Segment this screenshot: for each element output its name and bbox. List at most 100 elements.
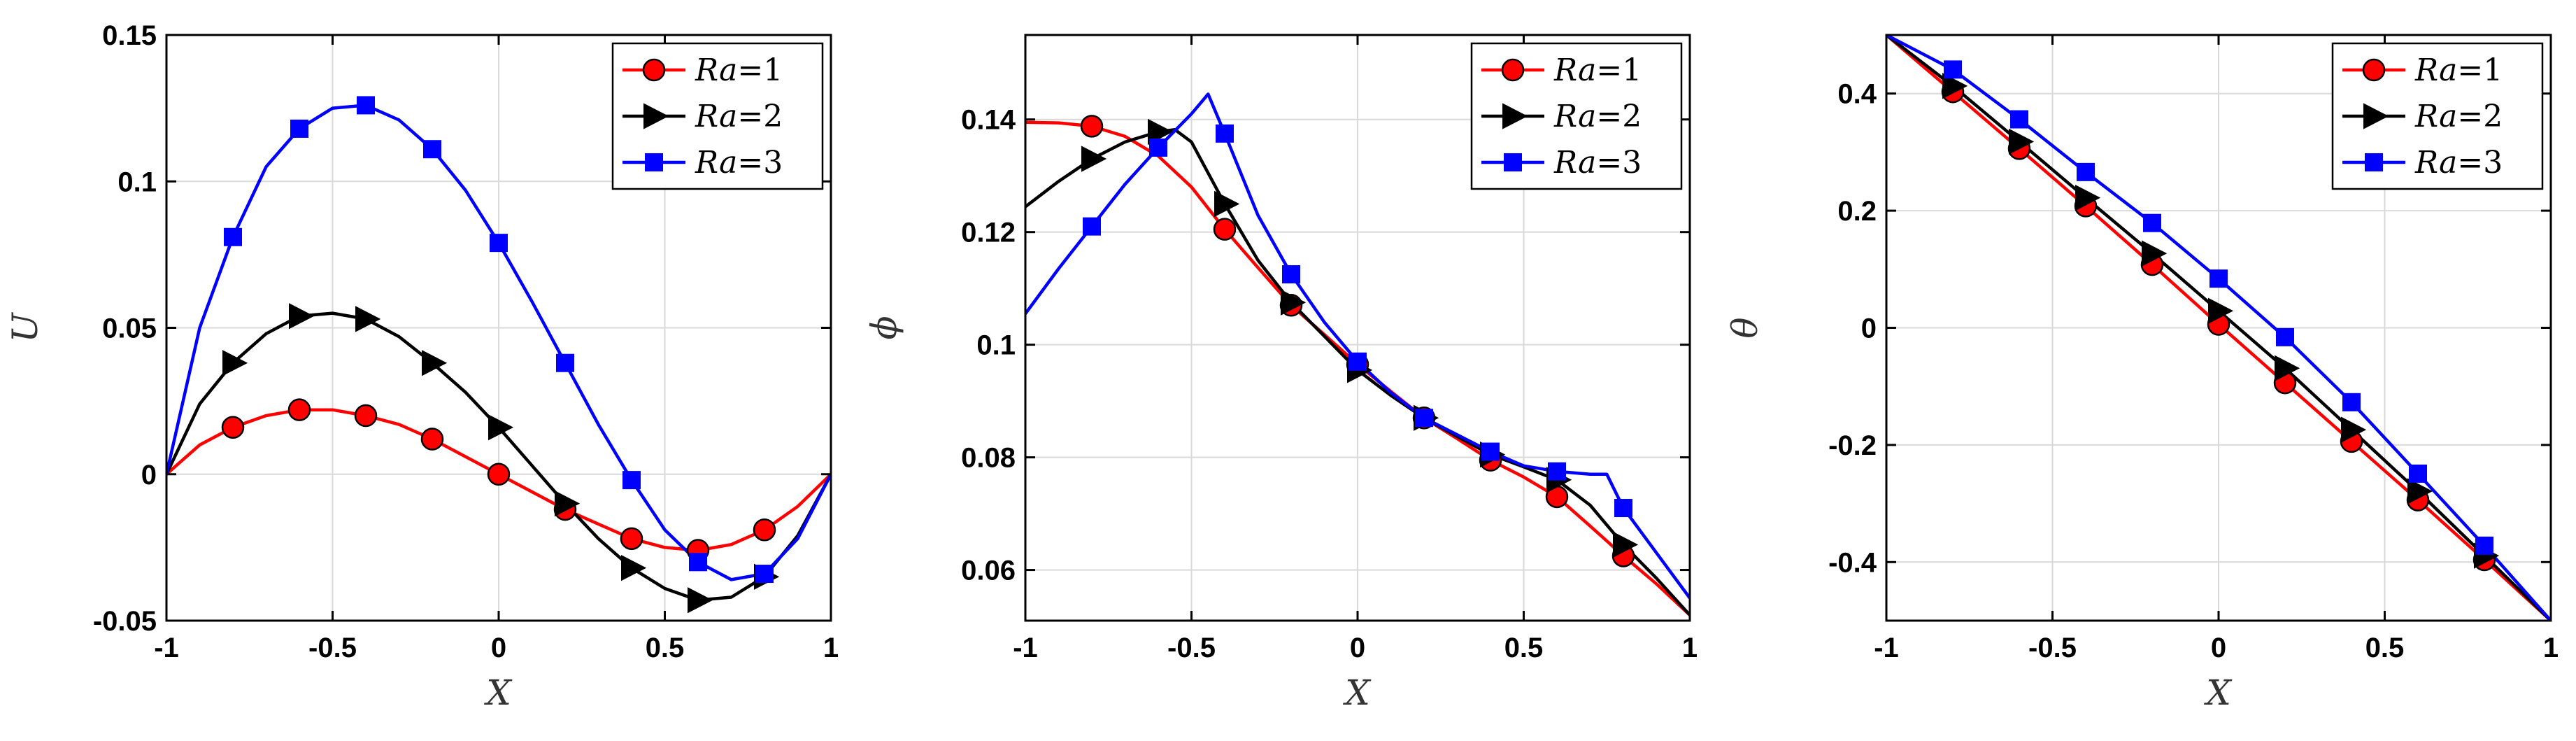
series-markers-Ra=2 bbox=[222, 303, 780, 614]
legend-label: Ra=3 bbox=[1553, 145, 1642, 181]
data-point bbox=[1282, 265, 1300, 284]
legend-marker bbox=[1502, 103, 1528, 129]
legend-marker bbox=[1504, 153, 1522, 171]
y-tick-label: 0 bbox=[1861, 313, 1877, 344]
x-tick-label: 0.5 bbox=[1504, 633, 1544, 663]
x-tick-label: 1 bbox=[2543, 633, 2559, 663]
y-axis-label: U bbox=[5, 312, 45, 343]
legend-entry-Ra=2: Ra=2 bbox=[1481, 99, 1642, 134]
y-tick-label: -0.2 bbox=[1828, 430, 1877, 461]
data-point bbox=[2142, 240, 2168, 267]
legend-marker bbox=[643, 103, 669, 129]
chart-panel-3: -1 -0.5 0 0.5 1 -0.4 -0.2 0 0.2 0.4 Xθ Ra=1 Ra=2 Ra=3 bbox=[1725, 34, 2559, 713]
legend-label: Ra=2 bbox=[695, 99, 783, 134]
data-point bbox=[290, 119, 308, 138]
y-tick-label: 0 bbox=[141, 460, 157, 491]
x-tick-label: -0.5 bbox=[1167, 633, 1216, 663]
y-tick-label: 0.2 bbox=[1837, 196, 1877, 227]
y-axis-label: ϕ bbox=[864, 316, 904, 339]
data-point bbox=[1349, 352, 1367, 371]
data-point bbox=[423, 140, 441, 159]
x-axis-label: X bbox=[2203, 672, 2233, 713]
data-point bbox=[2208, 297, 2234, 324]
data-point bbox=[555, 490, 581, 517]
legend-label: Ra=1 bbox=[695, 52, 783, 88]
data-point bbox=[688, 587, 713, 614]
data-point bbox=[490, 234, 508, 253]
data-point bbox=[2143, 213, 2161, 232]
y-tick-label: 0.08 bbox=[961, 443, 1016, 474]
data-point bbox=[2276, 327, 2294, 346]
data-point bbox=[2009, 128, 2035, 155]
legend-label: Ra=3 bbox=[2414, 145, 2503, 181]
x-tick-label: 1 bbox=[823, 633, 839, 663]
data-point bbox=[1213, 218, 1237, 241]
y-tick-label: 0.05 bbox=[102, 313, 157, 344]
legend-marker bbox=[2362, 58, 2386, 82]
data-point bbox=[2341, 416, 2367, 443]
series-markers-Ra=3 bbox=[1083, 124, 1632, 518]
series-markers-Ra=3 bbox=[224, 96, 774, 584]
data-point bbox=[1148, 118, 1174, 146]
data-point bbox=[488, 414, 514, 441]
legend-marker bbox=[642, 58, 666, 82]
data-point bbox=[1081, 146, 1107, 172]
data-point bbox=[2342, 393, 2361, 411]
data-point bbox=[355, 306, 381, 332]
data-point bbox=[753, 518, 776, 542]
data-point bbox=[1944, 60, 1962, 79]
legend-marker bbox=[645, 153, 663, 171]
data-point bbox=[357, 96, 375, 115]
data-point bbox=[287, 398, 311, 421]
y-tick-label: 0.14 bbox=[961, 105, 1016, 136]
legend: Ra=1 Ra=2 Ra=3 bbox=[611, 42, 824, 190]
legend-entry-Ra=2: Ra=2 bbox=[2342, 99, 2503, 134]
x-tick-label: 0.5 bbox=[646, 633, 685, 663]
series-markers-Ra=1 bbox=[221, 398, 776, 562]
data-point bbox=[755, 565, 774, 584]
data-point bbox=[354, 404, 378, 428]
data-point bbox=[2475, 536, 2493, 555]
data-point bbox=[1216, 124, 1234, 143]
data-point bbox=[221, 416, 245, 439]
data-point bbox=[2077, 162, 2095, 181]
legend-marker bbox=[1501, 58, 1525, 82]
data-point bbox=[1415, 409, 1433, 428]
x-axis-label: X bbox=[483, 672, 513, 713]
legend-label: Ra=2 bbox=[1553, 99, 1642, 134]
legend-entry-Ra=2: Ra=2 bbox=[622, 99, 783, 134]
legend-label: Ra=1 bbox=[1553, 52, 1642, 88]
legend-label: Ra=3 bbox=[695, 145, 783, 181]
legend-entry-Ra=1: Ra=1 bbox=[1481, 52, 1642, 88]
y-tick-label: 0.15 bbox=[102, 20, 157, 51]
chart-panel-2: -1 -0.5 0 0.5 1 0.06 0.08 0.1 0.12 0.14 Xϕ Ra=1 Ra=2… bbox=[864, 34, 1698, 713]
data-point bbox=[1080, 115, 1104, 138]
x-tick-label: 0.5 bbox=[2365, 633, 2405, 663]
x-tick-label: 0 bbox=[491, 633, 506, 663]
y-tick-label: -0.05 bbox=[93, 606, 157, 637]
y-tick-label: 0.4 bbox=[1837, 79, 1877, 110]
legend-entry-Ra=1: Ra=1 bbox=[622, 52, 783, 88]
data-point bbox=[1613, 531, 1639, 558]
data-point bbox=[2010, 110, 2028, 129]
data-point bbox=[1942, 73, 1968, 99]
x-axis-label: X bbox=[1342, 672, 1372, 713]
legend-entry-Ra=3: Ra=3 bbox=[1481, 145, 1642, 181]
series-line-Ra=2 bbox=[1025, 127, 1690, 616]
legend-marker bbox=[2363, 103, 2389, 129]
data-point bbox=[1214, 190, 1240, 218]
x-tick-label: -1 bbox=[1013, 633, 1038, 663]
x-tick-label: -0.5 bbox=[2028, 633, 2077, 663]
y-tick-label: -0.4 bbox=[1828, 547, 1877, 578]
data-point bbox=[2209, 269, 2228, 288]
data-point bbox=[422, 350, 448, 376]
data-point bbox=[1548, 462, 1566, 481]
legend-label: Ra=1 bbox=[2414, 52, 2503, 88]
data-point bbox=[1083, 217, 1101, 236]
data-point bbox=[224, 227, 242, 246]
legend: Ra=1 Ra=2 Ra=3 bbox=[2331, 42, 2544, 190]
y-tick-label: 0.1 bbox=[976, 330, 1016, 361]
data-point bbox=[622, 471, 641, 490]
data-point bbox=[487, 463, 511, 486]
